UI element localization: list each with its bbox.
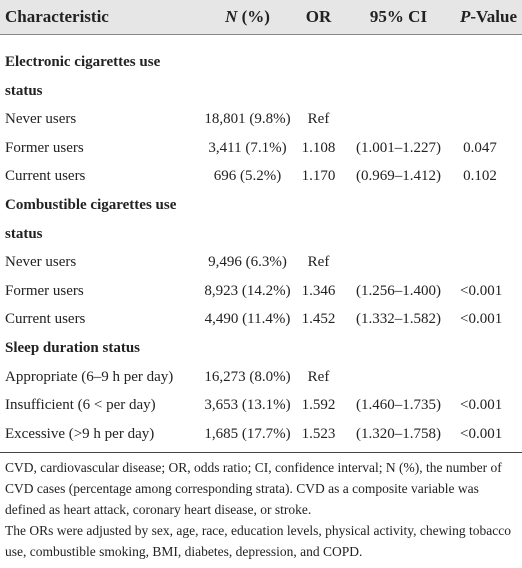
table-cell: [460, 105, 500, 134]
table-cell: (1.320–1.758): [356, 425, 441, 442]
table-cell: (1.001–1.227): [356, 139, 441, 156]
table-cell: 0.102: [463, 168, 497, 185]
table-cell: <0.001: [460, 282, 503, 299]
table-row: Insufficient (6 < per day) 3,653 (13.1%) 1…: [0, 391, 522, 420]
table-cell: Ref: [307, 111, 330, 128]
table-cell: <0.001: [460, 425, 503, 442]
table-cell: <0.001: [460, 397, 503, 414]
table-cell: 0.047: [463, 139, 497, 156]
table-cell: Former users: [5, 282, 84, 299]
footnotes: CVD, cardiovascular disease; OR, odds ra…: [0, 453, 522, 562]
header-cell: P-Value: [460, 0, 517, 34]
table-cell: 1,685 (17.7%): [204, 425, 291, 442]
table-cell: 16,273 (8.0%): [204, 368, 291, 385]
table-cell: [337, 105, 460, 134]
table-cell: Former users: [5, 139, 84, 156]
section-title: Sleep duration status: [5, 339, 141, 356]
table-cell: Ref: [307, 368, 330, 385]
table-cell: 3,411 (7.1%): [208, 139, 287, 156]
table-cell: [337, 248, 460, 277]
table-row: Never users 18,801 (9.8%) Ref: [0, 105, 522, 134]
table-row: Former users 3,411 (7.1%) 1.108 (1.001–1.22…: [0, 134, 522, 163]
table-cell: Never users: [5, 111, 77, 128]
table-cell: Current users: [5, 311, 86, 328]
table-cell: <0.001: [460, 311, 503, 328]
footnote: CVD, cardiovascular disease; OR, odds ra…: [5, 460, 502, 518]
header-text: OR: [305, 7, 332, 26]
table-cell: 8,923 (14.2%): [204, 282, 291, 299]
table-cell: Excessive (>9 h per day): [5, 425, 155, 442]
table-cell: Current users: [5, 168, 86, 185]
table-cell: [337, 363, 460, 392]
table-row: Never users 9,496 (6.3%) Ref: [0, 248, 522, 277]
table-cell: 1.523: [301, 425, 336, 442]
table-cell: 696 (5.2%): [213, 168, 282, 185]
table-cell: 4,490 (11.4%): [204, 311, 291, 328]
table-cell: [460, 248, 500, 277]
table-cell: (1.332–1.582): [356, 311, 441, 328]
table-cell: (0.969–1.412): [356, 168, 441, 185]
table: Characteristic N (%) OR 95% CI P-Value Elect…: [0, 0, 522, 454]
header-cell: Characteristic: [0, 0, 195, 34]
table-row: Current users 4,490 (11.4%) 1.452 (1.332–1.…: [0, 305, 522, 334]
table-cell: 3,653 (13.1%): [204, 397, 291, 414]
table-cell: 1.108: [301, 139, 336, 156]
table-row: Current users 696 (5.2%) 1.170 (0.969–1.412…: [0, 162, 522, 191]
header-cell: N (%): [195, 0, 300, 34]
header-text: Characteristic: [5, 7, 109, 26]
table-body: Electronic cigarettes use status Never us…: [0, 35, 522, 454]
table-header: Characteristic N (%) OR 95% CI P-Value: [0, 0, 522, 35]
table-cell: 9,496 (6.3%): [208, 254, 287, 271]
header-italic: P: [460, 7, 471, 26]
table-cell: Ref: [307, 254, 330, 271]
table-cell: (1.256–1.400): [356, 282, 441, 299]
table-cell: 1.170: [301, 168, 336, 185]
table-row: Excessive (>9 h per day) 1,685 (17.7%) 1.5…: [0, 420, 522, 449]
table-cell: (1.460–1.735): [356, 397, 441, 414]
table-cell: Never users: [5, 254, 77, 271]
table-cell: 1.452: [301, 311, 336, 328]
table-row: Appropriate (6–9 h per day) 16,273 (8.0%)…: [0, 363, 522, 392]
header-cell: OR: [300, 0, 337, 34]
header-cell: 95% CI: [337, 0, 460, 34]
table-cell: 1.346: [301, 282, 336, 299]
table-row: Former users 8,923 (14.2%) 1.346 (1.256–1.4…: [0, 277, 522, 306]
table-cell: Appropriate (6–9 h per day): [5, 368, 174, 385]
header-italic: N: [225, 7, 238, 26]
section-title: Electronic cigarettes use status: [5, 54, 161, 99]
table-cell: [460, 363, 500, 392]
header-text: -Value: [470, 7, 517, 26]
table-cell: Insufficient (6 < per day): [5, 397, 156, 414]
table-cell: 18,801 (9.8%): [204, 111, 291, 128]
section-title: Combustible cigarettes use status: [5, 196, 177, 242]
table-cell: 1.592: [301, 397, 336, 414]
header-text: (%): [237, 7, 270, 26]
header-text: 95% CI: [369, 7, 428, 26]
footnote: The ORs were adjusted by sex, age, race,…: [5, 523, 511, 560]
